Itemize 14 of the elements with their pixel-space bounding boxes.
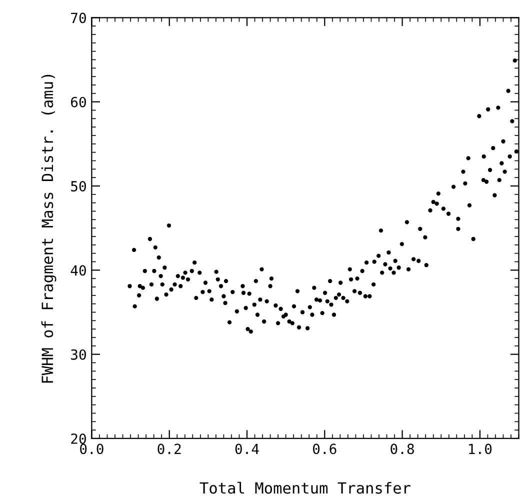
y-tick-label: 50 (71, 180, 86, 192)
y-axis-title: FWHM of Fragment Mass Distr. (amu) (41, 74, 56, 383)
x-tick-label: 0.4 (235, 444, 259, 454)
x-axis-title: Total Momentum Transfer (200, 482, 410, 494)
y-tick-label: 40 (70, 265, 86, 276)
x-tick-label: 0.0 (80, 444, 104, 454)
y-tick-label: 60 (71, 96, 86, 108)
y-tick-label: 30 (71, 349, 86, 360)
x-tick-label: 0.2 (158, 444, 181, 454)
y-tick-label: 70 (71, 12, 86, 24)
x-tick-label: 1.0 (469, 444, 492, 454)
y-tick-label: 20 (71, 433, 86, 444)
x-tick-label: 0.8 (390, 444, 414, 454)
x-tick-label: 0.6 (313, 444, 336, 454)
